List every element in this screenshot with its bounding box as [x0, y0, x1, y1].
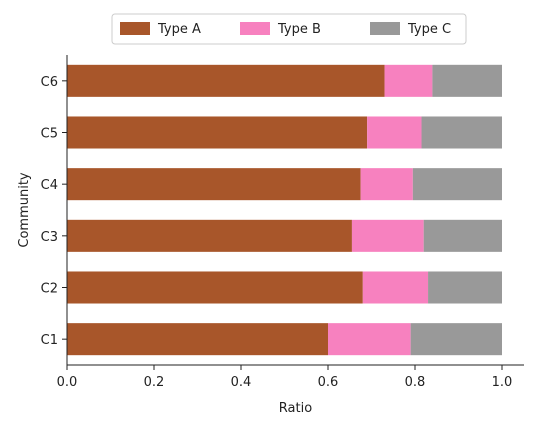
bar-c2-type-a: [67, 271, 363, 304]
bar-c2-type-b: [362, 271, 429, 304]
axes: C1 C2 C3 C4 C5 C6 0.0 0.2 0.4 0.6 0.8 1.0: [41, 55, 524, 390]
y-tick-label: C2: [41, 282, 58, 297]
bar-c1-type-a: [67, 323, 328, 356]
bar-c5-type-a: [67, 116, 368, 149]
legend-swatch-type-b: [240, 22, 270, 35]
legend-swatch-type-c: [370, 22, 400, 35]
y-tick-label: C4: [41, 178, 58, 193]
x-tick-label: 0.0: [57, 375, 78, 390]
bar-c3-type-c: [423, 219, 502, 252]
x-axis-label: Ratio: [279, 401, 312, 416]
legend-label: Type A: [157, 22, 201, 37]
y-tick-label: C3: [41, 230, 58, 245]
y-tick-label: C6: [41, 75, 58, 90]
bar-c6-type-b: [384, 64, 433, 97]
bar-c3-type-b: [351, 219, 424, 252]
bar-c1-type-b: [328, 323, 411, 356]
bar-c6-type-a: [67, 64, 385, 97]
bar-c5-type-c: [421, 116, 502, 149]
legend-swatch-type-a: [120, 22, 150, 35]
bar-c4-type-a: [67, 168, 361, 201]
x-tick-label: 1.0: [492, 375, 513, 390]
bar-c4-type-b: [360, 168, 413, 201]
bars: [67, 64, 502, 356]
x-tick-label: 0.6: [318, 375, 339, 390]
bar-c3-type-a: [67, 219, 352, 252]
legend: Type A Type B Type C: [111, 13, 467, 45]
bar-c1-type-c: [410, 323, 502, 356]
legend-frame: [111, 13, 467, 45]
bar-c4-type-c: [412, 168, 502, 201]
y-tick-label: C5: [41, 127, 58, 142]
y-axis-label: Community: [17, 172, 32, 248]
x-tick-label: 0.8: [405, 375, 426, 390]
bar-c6-type-c: [432, 64, 502, 97]
legend-label: Type B: [277, 22, 321, 37]
x-tick-label: 0.2: [144, 375, 165, 390]
bar-c2-type-c: [428, 271, 502, 304]
legend-label: Type C: [407, 22, 451, 37]
y-tick-label: C1: [41, 333, 58, 348]
x-tick-label: 0.4: [231, 375, 252, 390]
bar-c5-type-b: [367, 116, 422, 149]
